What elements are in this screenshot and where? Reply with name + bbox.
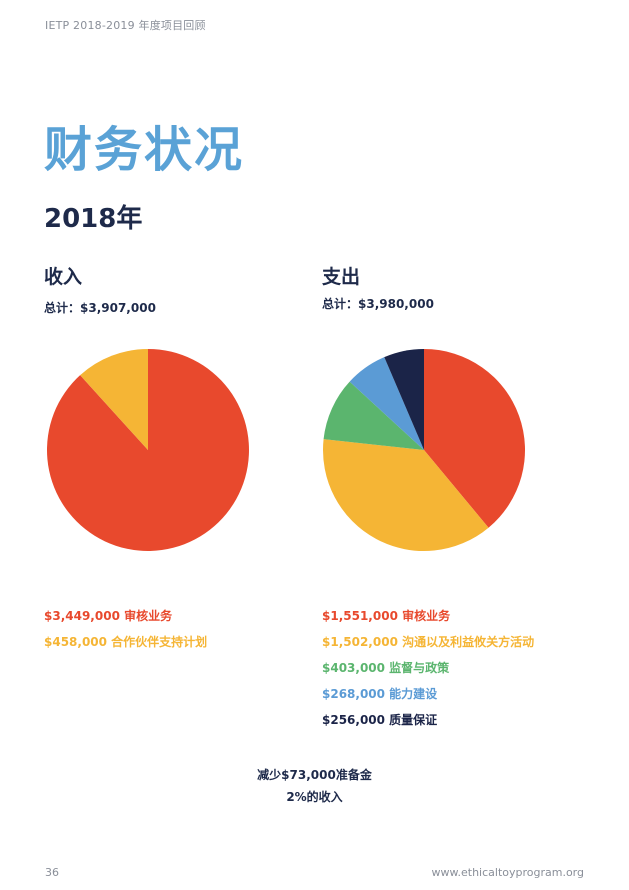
page-number: 36 [45, 866, 59, 879]
expense-legend: $1,551,000 审核业务 $1,502,000 沟通以及利益攸关方活动 $40… [322, 603, 534, 733]
reserve-note-line2: 2%的收入 [286, 790, 343, 804]
legend-item-1-2: $403,000 监督与政策 [322, 661, 450, 675]
legend-item-1-3: $268,000 能力建设 [322, 687, 438, 701]
page-title: 财务状况 [44, 122, 245, 178]
income-legend: $3,449,000 审核业务 $458,000 合作伙伴支持计划 [44, 603, 207, 655]
document-header: IETP 2018-2019 年度项目回顾 [45, 19, 206, 32]
income-pie-chart [46, 349, 249, 551]
legend-item-1-1: $1,502,000 沟通以及利益攸关方活动 [322, 635, 535, 649]
income-title: 收入 [44, 266, 83, 288]
expense-total: 总计：$3,980,000 [322, 297, 434, 311]
pie-slice-1-4 [384, 349, 424, 450]
pie-slice-0-1 [80, 349, 148, 450]
pie-slice-1-1 [322, 439, 489, 552]
pie-slice-1-2 [323, 381, 424, 450]
expense-pie-chart [322, 349, 526, 552]
reserve-note: 减少$73,000准备金 2%的收入 [0, 764, 629, 808]
year-heading: 2018年 [44, 204, 143, 234]
legend-item-0-0: $3,449,000 审核业务 [44, 609, 173, 623]
pie-slice-1-0 [424, 349, 526, 528]
legend-item-1-0: $1,551,000 审核业务 [322, 609, 451, 623]
reserve-note-line1: 减少$73,000准备金 [257, 768, 372, 782]
pie-slice-1-3 [349, 357, 424, 450]
footer-url: www.ethicaltoyprogram.org [431, 866, 584, 879]
legend-item-1-4: $256,000 质量保证 [322, 713, 438, 727]
pie-slice-0-0 [46, 349, 249, 551]
expense-title: 支出 [322, 266, 361, 288]
income-total: 总计：$3,907,000 [44, 301, 156, 315]
legend-item-0-1: $458,000 合作伙伴支持计划 [44, 635, 208, 649]
